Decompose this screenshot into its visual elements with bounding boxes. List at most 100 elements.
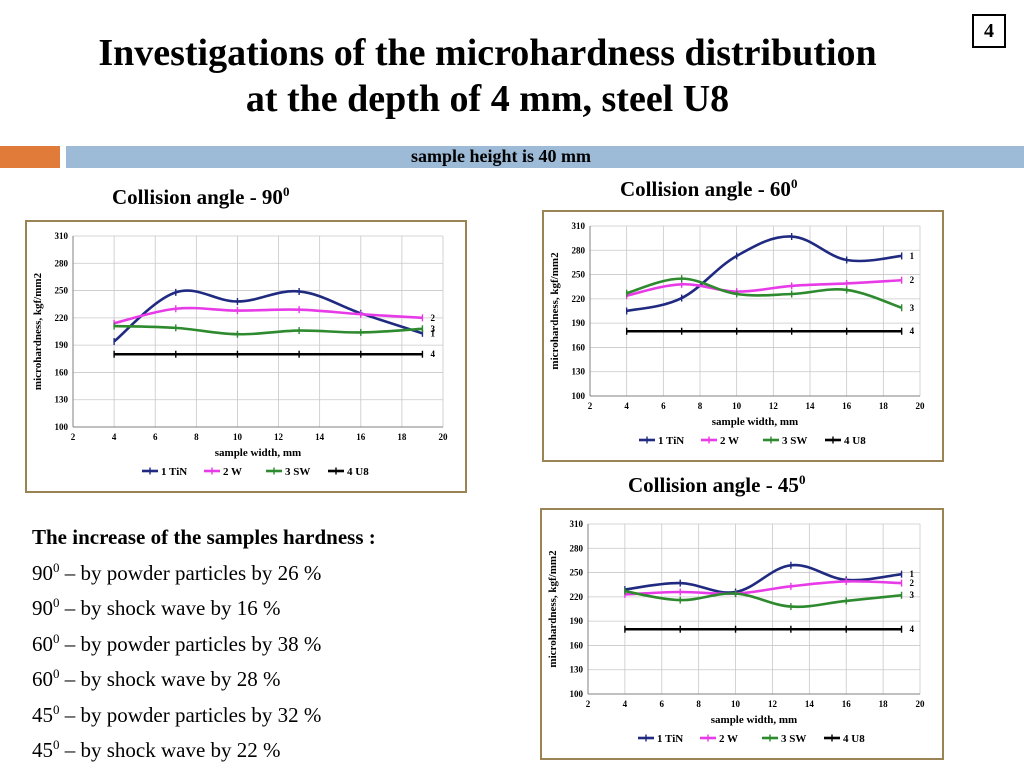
note-text: – by shock wave by 28 %: [59, 667, 281, 691]
series-end-label-4: 4: [910, 326, 915, 336]
page-title: Investigations of the microhardness dist…: [0, 30, 975, 122]
series-end-label-3: 3: [910, 590, 915, 600]
y-tick-label: 190: [55, 340, 69, 350]
note-angle: 60: [32, 631, 53, 656]
chart-title-sup: 0: [790, 176, 798, 191]
x-axis-label: sample width, mm: [711, 714, 797, 726]
note-item: 600 – by powder particles by 38 %: [32, 624, 492, 660]
note-sup: 0: [53, 737, 60, 752]
series-line-3: [624, 589, 902, 609]
y-tick-label: 190: [570, 616, 584, 626]
y-axis-label: microhardness, kgf/mm2: [549, 252, 561, 370]
x-tick-label: 10: [233, 432, 243, 442]
note-text: – by powder particles by 26 %: [59, 560, 322, 585]
series-line-1: [624, 563, 902, 594]
title-line-1: Investigations of the microhardness dist…: [98, 32, 877, 74]
chart-title-sup: 0: [282, 184, 290, 199]
legend-entry-4: 4 U8: [347, 466, 369, 478]
y-tick-label: 220: [55, 313, 69, 323]
note-angle: 90: [32, 560, 53, 585]
x-tick-label: 8: [696, 699, 701, 709]
chart-45-frame: 100 130 160 190 220 250 280 310 2 4 6 8 10 12 14 16 18 20…: [540, 508, 944, 760]
note-sup: 0: [53, 559, 60, 575]
note-item: 900 – by shock wave by 16 %: [32, 588, 492, 624]
x-tick-label: 6: [153, 432, 158, 442]
y-tick-label: 310: [572, 221, 586, 231]
note-item: 600 – by shock wave by 28 %: [32, 659, 492, 695]
x-tick-label: 4: [624, 401, 629, 411]
accent-bar-blue: [66, 146, 1024, 168]
y-tick-label: 100: [570, 689, 584, 699]
x-tick-label: 20: [916, 699, 926, 709]
chart-title-60: Collision angle - 600: [620, 176, 797, 202]
series-line-3: [626, 277, 903, 309]
accent-bar-orange: [0, 146, 60, 168]
x-tick-label: 6: [661, 401, 666, 411]
x-tick-label: 14: [315, 432, 325, 442]
x-tick-label: 12: [274, 432, 284, 442]
note-sup: 0: [53, 701, 60, 717]
x-axis-label: sample width, mm: [215, 447, 301, 459]
y-tick-label: 280: [55, 258, 69, 268]
x-tick-label: 12: [768, 699, 778, 709]
series-end-label-2: 2: [910, 275, 915, 285]
note-sup: 0: [53, 595, 60, 610]
note-item: 450 – by powder particles by 32 %: [32, 695, 492, 731]
legend-entry-3: 3 SW: [782, 435, 807, 447]
chart-title-90: Collision angle - 900: [112, 184, 289, 210]
y-tick-label: 160: [55, 367, 69, 377]
hardness-notes: The increase of the samples hardness : 9…: [32, 522, 492, 766]
x-tick-label: 18: [397, 432, 407, 442]
x-tick-label: 2: [588, 401, 593, 411]
x-tick-label: 6: [660, 699, 665, 709]
x-tick-label: 12: [769, 401, 779, 411]
note-text: – by shock wave by 22 %: [59, 738, 281, 762]
chart-title-sup: 0: [798, 472, 806, 487]
x-tick-label: 10: [731, 699, 741, 709]
legend-entry-2: 2 W: [223, 466, 242, 478]
y-tick-label: 250: [55, 286, 69, 296]
y-axis-label: microhardness, kgf/mm2: [32, 272, 44, 390]
chart-90-frame: 100 130 160 190 220 250 280 310 2 4 6 8 10 12 14 16 18 20…: [25, 220, 467, 493]
y-tick-label: 250: [570, 568, 584, 578]
legend-entry-2: 2 W: [719, 733, 738, 745]
series-line-3: [114, 324, 423, 336]
series-end-label-4: 4: [910, 624, 915, 634]
y-tick-label: 280: [570, 543, 584, 553]
legend-entry-3: 3 SW: [285, 466, 310, 478]
x-tick-label: 20: [439, 432, 449, 442]
chart-title-text: Collision angle - 90: [112, 185, 283, 209]
page-number: 4: [972, 14, 1006, 48]
series-end-label-4: 4: [430, 349, 435, 359]
series-line-2: [113, 306, 423, 325]
x-tick-label: 4: [623, 699, 628, 709]
legend-entry-4: 4 U8: [843, 733, 865, 745]
note-text: – by powder particles by 38 %: [59, 631, 322, 656]
x-tick-label: 2: [71, 432, 76, 442]
x-tick-label: 20: [916, 401, 926, 411]
y-tick-label: 130: [572, 367, 586, 377]
x-tick-label: 10: [732, 401, 742, 411]
note-angle: 45: [32, 738, 53, 762]
y-tick-label: 250: [572, 270, 586, 280]
series-line-2: [624, 580, 902, 596]
y-tick-label: 310: [55, 231, 69, 241]
x-tick-label: 16: [842, 699, 852, 709]
x-tick-label: 16: [842, 401, 852, 411]
x-tick-label: 2: [586, 699, 591, 709]
subtitle: sample height is 40 mm: [411, 146, 591, 166]
series-end-label-1: 1: [910, 569, 915, 579]
series-end-label-2: 2: [910, 578, 915, 588]
series-end-label-1: 1: [430, 328, 435, 338]
x-tick-label: 16: [356, 432, 366, 442]
x-tick-label: 4: [112, 432, 117, 442]
x-tick-label: 8: [194, 432, 199, 442]
title-line-2: at the depth of 4 mm, steel U8: [245, 78, 730, 120]
legend-entry-1: 1 TiN: [161, 466, 187, 478]
note-angle: 60: [32, 667, 53, 691]
note-angle: 90: [32, 596, 53, 620]
note-text: – by powder particles by 32 %: [59, 702, 322, 727]
